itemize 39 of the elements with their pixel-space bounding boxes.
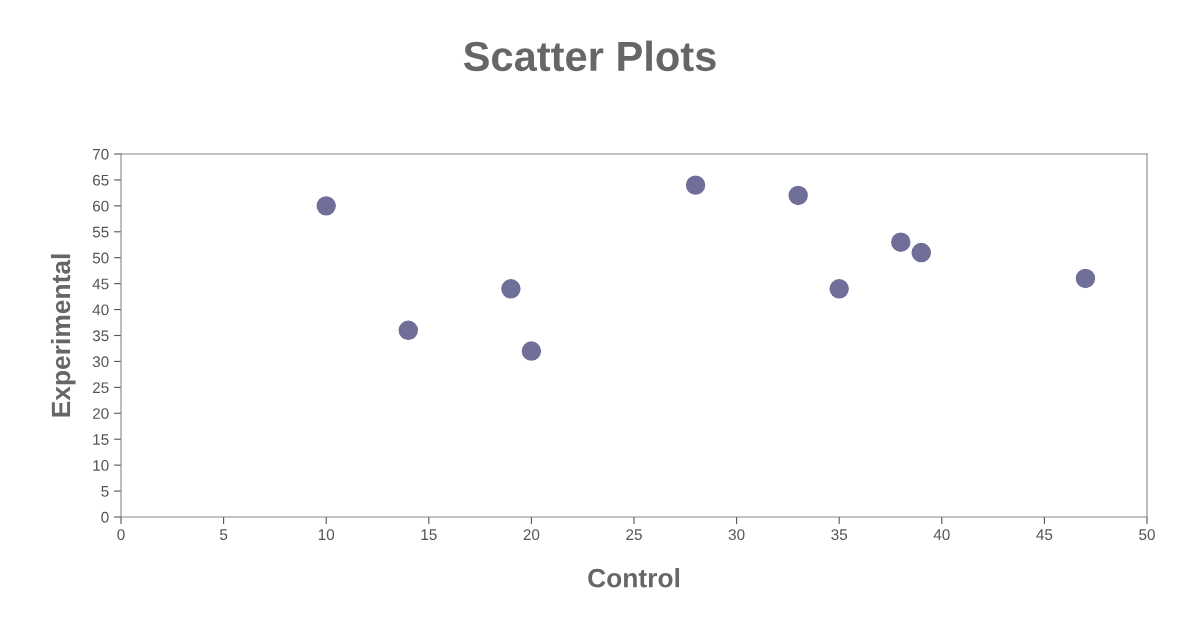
chart-title: Scatter Plots (463, 40, 716, 72)
point (316, 196, 336, 216)
x-tick-label: 10 (318, 529, 335, 541)
point (788, 185, 808, 206)
y-tick-label: 0 (101, 511, 109, 523)
y-axis-title: Experimental (50, 254, 76, 417)
x-tick-label: 35 (831, 529, 848, 541)
x-axis-title: Control (588, 568, 680, 588)
y-tick-label: 65 (92, 174, 109, 186)
x-tick-label: 0 (117, 529, 125, 541)
point (501, 279, 521, 299)
y-tick-label: 40 (92, 304, 109, 316)
y-tick-label: 50 (92, 252, 109, 264)
y-tick-label: 45 (92, 278, 109, 290)
y-tick-label: 60 (92, 200, 109, 212)
y-tick-label: 10 (93, 460, 109, 471)
y-tick-label: 25 (92, 382, 109, 394)
point (521, 341, 542, 361)
x-tick-label: 5 (219, 529, 228, 541)
x-tick-label: 50 (1139, 529, 1155, 541)
x-tick-label: 30 (728, 529, 745, 541)
point (1075, 268, 1096, 289)
y-tick-label: 15 (93, 434, 109, 445)
y-tick-label: 35 (92, 330, 109, 342)
y-tick-label: 30 (92, 356, 109, 368)
x-tick-label: 20 (523, 529, 540, 541)
x-tick-label: 40 (933, 529, 950, 541)
point (398, 320, 419, 341)
y-tick-label: 20 (92, 408, 109, 419)
x-tick-label: 15 (421, 529, 437, 541)
x-tick-label: 25 (626, 529, 642, 541)
point (829, 279, 849, 299)
point (891, 232, 911, 252)
x-tick-label: 45 (1036, 529, 1053, 541)
point (685, 175, 706, 195)
point (911, 242, 932, 263)
y-tick-label: 55 (92, 226, 109, 238)
y-tick-label: 5 (101, 486, 109, 497)
y-tick-label: 70 (92, 148, 109, 160)
